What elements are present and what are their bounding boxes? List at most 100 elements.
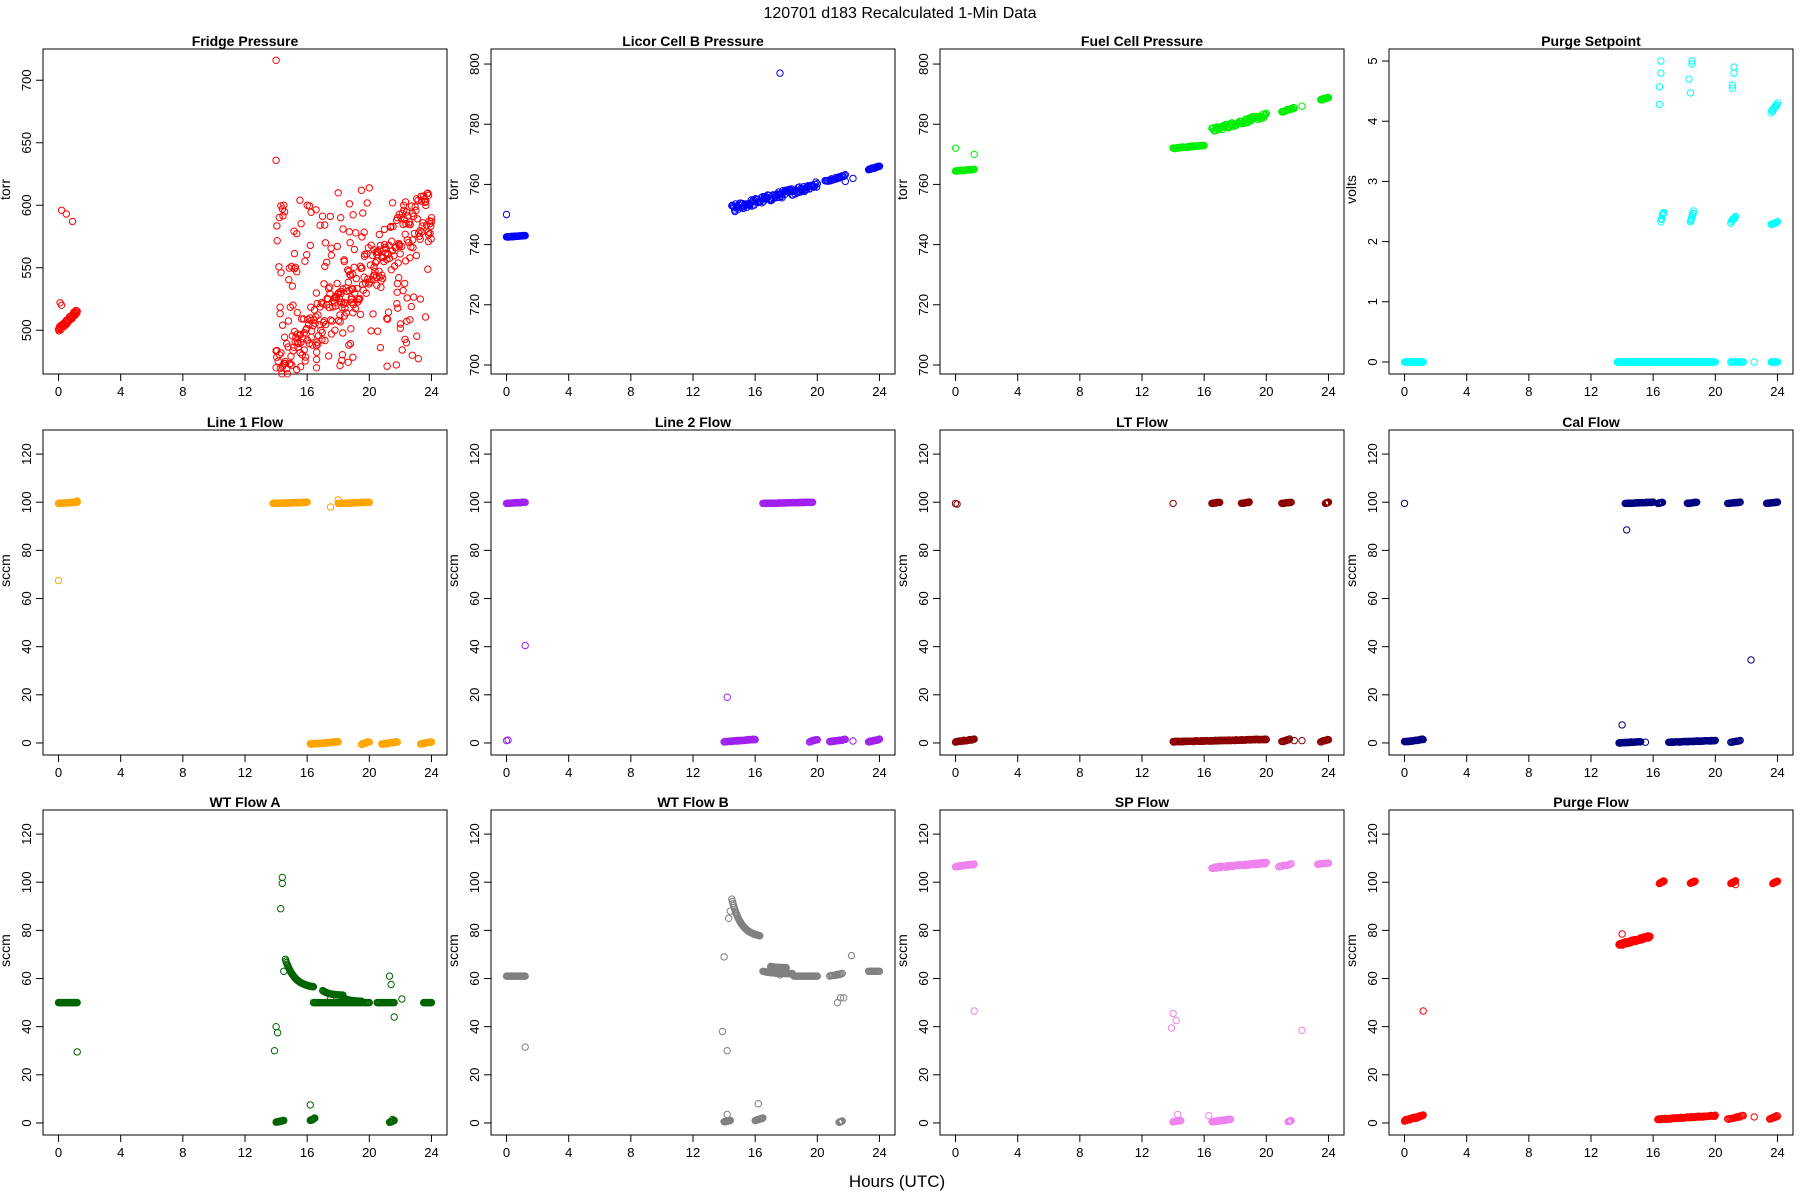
data-point <box>276 310 284 318</box>
y-tick-label: 20 <box>467 688 482 702</box>
y-tick-label: 500 <box>19 319 34 341</box>
data-point <box>336 311 344 319</box>
x-tick-label: 12 <box>238 765 252 780</box>
data-point <box>408 236 417 244</box>
data-point <box>388 199 397 207</box>
data-point <box>284 343 292 351</box>
x-tick-label: 20 <box>810 765 824 780</box>
data-point <box>351 229 360 237</box>
x-tick-label: 4 <box>1463 1145 1470 1160</box>
data-point <box>300 346 308 354</box>
data-point <box>393 299 401 308</box>
data-point <box>400 201 408 210</box>
y-axis-label: torr <box>894 179 910 200</box>
data-point <box>840 994 848 1002</box>
data-point <box>1655 100 1664 109</box>
data-point <box>290 249 299 258</box>
data-point <box>324 352 333 360</box>
x-tick-label: 8 <box>179 384 186 399</box>
data-point <box>1641 738 1650 746</box>
y-tick-label: 0 <box>467 1119 482 1126</box>
data-point <box>1205 1112 1213 1120</box>
data-point <box>413 332 421 340</box>
data-point <box>371 259 380 267</box>
data-point <box>1686 89 1695 97</box>
x-tick-label: 20 <box>1708 384 1722 399</box>
data-point <box>1646 932 1654 941</box>
data-points <box>54 56 436 378</box>
x-tick-label: 8 <box>1076 1145 1083 1160</box>
data-point <box>1711 1111 1720 1119</box>
data-point <box>1739 358 1748 366</box>
x-tick-label: 12 <box>686 765 700 780</box>
data-point <box>275 213 283 222</box>
x-tick-label: 8 <box>627 384 634 399</box>
data-point <box>278 321 287 329</box>
data-point <box>418 222 426 230</box>
x-tick-label: 4 <box>1014 1145 1021 1160</box>
y-tick-label: 80 <box>19 923 34 937</box>
data-point <box>297 338 305 347</box>
data-point <box>1772 219 1780 227</box>
data-point <box>424 265 432 273</box>
data-point <box>326 995 335 1003</box>
data-point <box>272 156 280 165</box>
data-point <box>356 310 365 319</box>
data-point <box>347 295 355 304</box>
data-point <box>331 326 339 334</box>
x-tick-label: 16 <box>300 1145 314 1160</box>
data-point <box>316 221 324 229</box>
data-point <box>416 295 425 303</box>
y-tick-label: 740 <box>467 234 482 256</box>
y-tick-label: 20 <box>916 1068 931 1082</box>
data-point <box>1287 498 1295 506</box>
data-point <box>1174 1110 1182 1119</box>
x-tick-label: 12 <box>1584 1145 1598 1160</box>
data-point <box>1169 499 1177 508</box>
y-tick-label: 4 <box>1365 118 1380 125</box>
x-tick-label: 20 <box>362 384 376 399</box>
data-point <box>837 172 845 181</box>
data-point <box>1773 358 1782 366</box>
data-point <box>847 951 856 960</box>
data-point <box>318 328 326 337</box>
data-point <box>296 330 305 339</box>
data-point <box>1172 1016 1180 1025</box>
x-tick-label: 24 <box>1321 1145 1335 1160</box>
data-point <box>307 316 315 325</box>
data-point <box>394 304 402 312</box>
data-point <box>355 295 363 304</box>
data-point <box>395 242 403 250</box>
data-point <box>57 301 66 309</box>
y-tick-label: 20 <box>916 688 931 702</box>
data-point <box>57 206 66 215</box>
data-point <box>387 222 395 231</box>
panel-6: LT Flow 0 4 8 12 16 20 24 0 20 40 60 80 100 120 sccm <box>894 414 1345 780</box>
data-point <box>1711 358 1720 366</box>
data-point <box>388 237 396 245</box>
x-tick-label: 4 <box>565 1145 572 1160</box>
data-point <box>758 1114 766 1123</box>
data-point <box>73 998 81 1007</box>
data-point <box>389 222 397 231</box>
data-point <box>376 246 384 254</box>
data-point <box>1226 1115 1235 1124</box>
data-point <box>277 349 285 357</box>
data-point <box>346 339 355 348</box>
data-point <box>336 361 344 370</box>
data-point <box>340 257 348 266</box>
data-point <box>270 1047 279 1055</box>
data-point <box>312 364 321 372</box>
data-point <box>751 735 759 744</box>
data-point <box>73 307 81 315</box>
data-point <box>367 327 375 335</box>
data-point <box>358 264 366 272</box>
y-tick-label: 120 <box>916 443 931 465</box>
y-tick-label: 120 <box>916 823 931 845</box>
figure-title: 120701 d183 Recalculated 1-Min Data <box>763 5 1036 22</box>
panel-title: Line 2 Flow <box>655 414 731 430</box>
data-point <box>1773 1112 1782 1120</box>
data-point <box>396 250 404 258</box>
data-point <box>385 254 394 262</box>
data-point <box>301 257 309 265</box>
